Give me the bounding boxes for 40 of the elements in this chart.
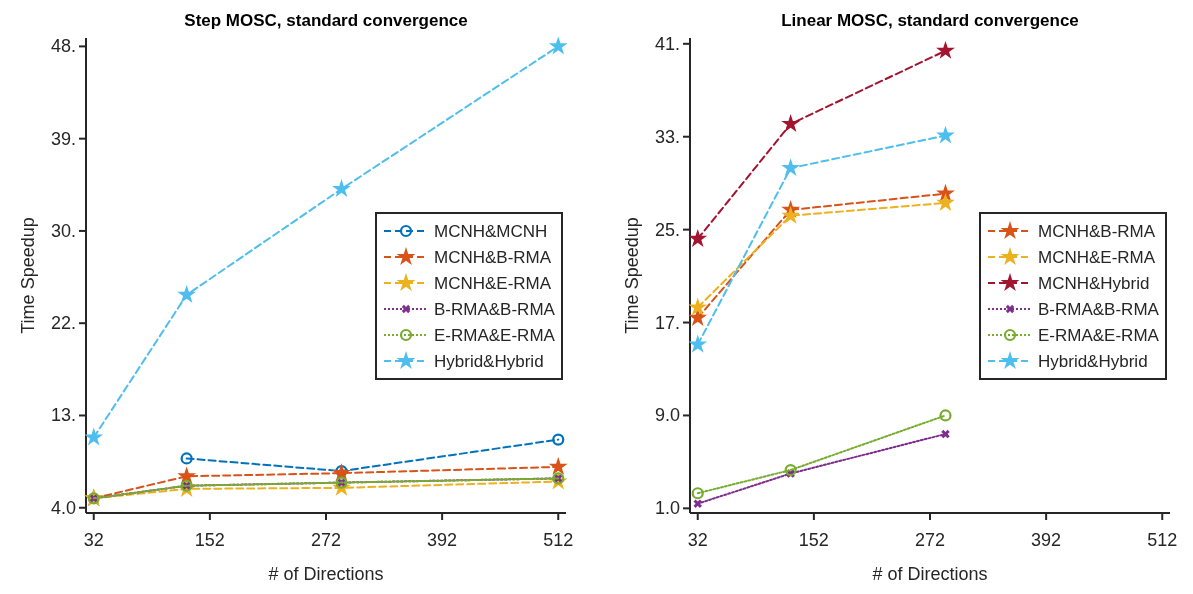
y-tick-label: 9.0 bbox=[654, 405, 680, 426]
y-axis-title: Time Speedup bbox=[18, 217, 38, 334]
legend-label: MCNH&B-RMA bbox=[434, 248, 552, 267]
legend-label: MCNH&E-RMA bbox=[434, 274, 552, 293]
x-tick-label: 512 bbox=[1147, 530, 1178, 550]
x-axis-title: # of Directions bbox=[268, 564, 384, 584]
y-tick-label: 17. bbox=[654, 312, 680, 333]
legend-label: MCNH&MCNH bbox=[434, 222, 548, 241]
legend-label: B-RMA&B-RMA bbox=[434, 300, 556, 319]
y-tick-label: 41. bbox=[654, 33, 680, 54]
legend-label: MCNH&B-RMA bbox=[1038, 222, 1156, 241]
y-tick-label: 4.0 bbox=[50, 497, 76, 518]
x-tick-label: 32 bbox=[83, 530, 104, 550]
y-tick-label: 22. bbox=[50, 313, 76, 334]
x-tick-label: 272 bbox=[914, 530, 946, 550]
legend-label: MCNH&E-RMA bbox=[1038, 248, 1156, 267]
x-tick-label: 512 bbox=[543, 530, 574, 550]
chart-title: Step MOSC, standard convergence bbox=[184, 11, 468, 30]
legend-label: E-RMA&E-RMA bbox=[434, 326, 556, 345]
y-tick-label: 39. bbox=[50, 128, 76, 149]
x-tick-label: 272 bbox=[310, 530, 342, 550]
x-axis-title: # of Directions bbox=[872, 564, 988, 584]
y-tick-label: 13. bbox=[50, 405, 76, 426]
legend-label: E-RMA&E-RMA bbox=[1038, 326, 1160, 345]
y-tick-label: 48. bbox=[50, 36, 76, 57]
legend-label: Hybrid&Hybrid bbox=[434, 352, 544, 371]
y-tick-label: 25. bbox=[654, 219, 680, 240]
x-tick-label: 392 bbox=[1031, 530, 1062, 550]
chart-title: Linear MOSC, standard convergence bbox=[781, 11, 1079, 30]
x-tick-label: 152 bbox=[798, 530, 829, 550]
y-tick-label: 30. bbox=[50, 220, 76, 241]
y-axis-title: Time Speedup bbox=[622, 217, 642, 334]
legend-label: MCNH&Hybrid bbox=[1038, 274, 1150, 293]
x-tick-label: 152 bbox=[194, 530, 225, 550]
y-tick-label: 1.0 bbox=[654, 498, 680, 519]
legend-label: B-RMA&B-RMA bbox=[1038, 300, 1160, 319]
x-tick-label: 32 bbox=[687, 530, 708, 550]
y-tick-label: 33. bbox=[654, 126, 680, 147]
legend-label: Hybrid&Hybrid bbox=[1038, 352, 1148, 371]
x-tick-label: 392 bbox=[427, 530, 458, 550]
